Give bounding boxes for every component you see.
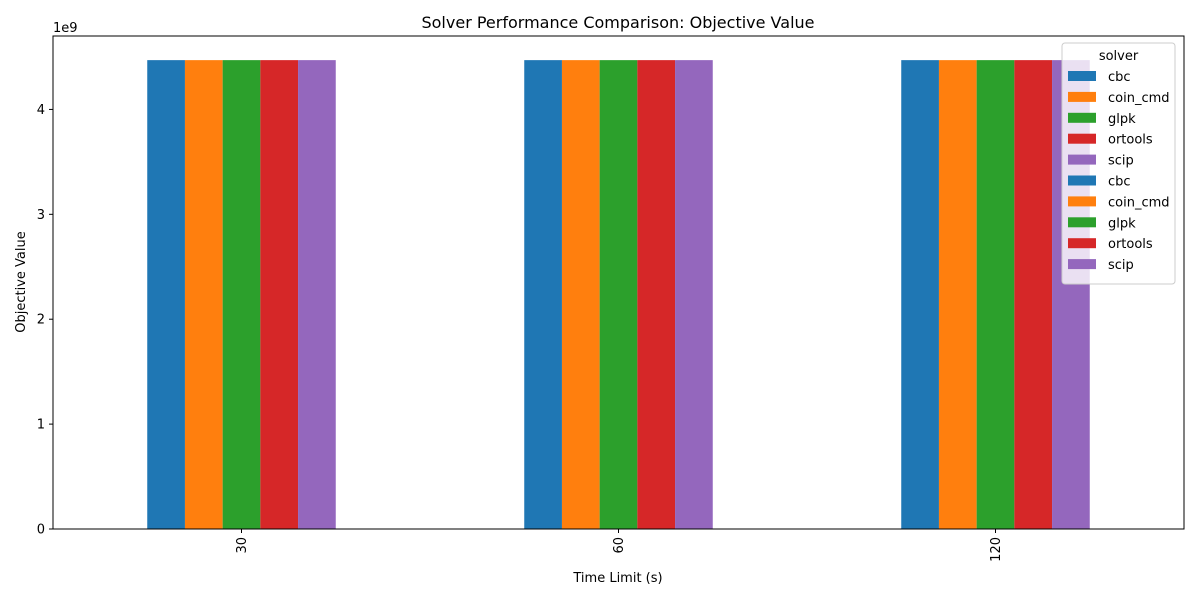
legend-swatch-coin_cmd [1068,196,1096,207]
bar-coin_cmd-120 [938,60,977,529]
legend-swatch-cbc [1068,71,1096,81]
bar-coin_cmd-30 [184,60,223,529]
legend-label-glpk: glpk [1108,112,1136,127]
bar-ortools-60 [637,60,676,529]
y-axis-label: Objective Value [14,231,29,332]
x-tick-label: 60 [612,537,627,554]
legend-swatch-scip [1068,259,1096,270]
y-tick-label: 2 [37,313,45,328]
bar-ortools-120 [1014,60,1053,529]
bar-cbc-120 [901,60,939,529]
y-axis: 0 1 2 3 4 [37,103,53,538]
legend-swatch-scip [1068,154,1096,165]
legend-title: solver [1099,49,1139,64]
legend-swatch-coin_cmd [1068,91,1096,102]
legend-label-scip: scip [1108,154,1134,169]
y-tick-label: 3 [37,208,45,223]
x-tick-label: 30 [235,537,250,554]
bar-glpk-120 [976,60,1015,529]
legend-label-coin_cmd: coin_cmd [1108,195,1170,210]
bar-scip-30 [298,60,336,529]
legend-label-cbc: cbc [1108,175,1131,190]
legend-label-glpk: glpk [1108,216,1136,231]
legend-label-scip: scip [1108,258,1134,273]
x-axis-label: Time Limit (s) [572,571,662,586]
bar-cbc-60 [524,60,562,529]
legend-swatch-cbc [1068,175,1096,186]
legend-label-ortools: ortools [1108,237,1153,252]
y-tick-label: 4 [37,103,45,118]
bars-group [147,60,1090,529]
legend-label-ortools: ortools [1108,133,1153,148]
x-tick-label: 120 [989,537,1004,562]
legend-swatch-ortools [1068,133,1096,144]
legend-swatch-glpk [1068,217,1096,228]
bar-ortools-30 [260,60,299,529]
x-axis: 30 60 120 [235,529,1004,562]
legend-swatch-ortools [1068,238,1096,249]
bar-scip-60 [675,60,713,529]
bar-glpk-30 [222,60,261,529]
chart-title: Solver Performance Comparison: Objective… [421,13,814,32]
bar-glpk-60 [599,60,638,529]
y-offset-label: 1e9 [53,21,78,36]
y-tick-label: 1 [37,418,45,433]
bar-coin_cmd-60 [561,60,600,529]
legend-swatch-glpk [1068,112,1096,123]
legend-label-cbc: cbc [1108,70,1131,85]
y-tick-label: 0 [37,523,45,538]
legend: solvercbccoin_cmdglpkortoolsscipcbccoin_… [1061,42,1176,285]
legend-label-coin_cmd: coin_cmd [1108,91,1170,106]
bar-cbc-30 [147,60,185,529]
